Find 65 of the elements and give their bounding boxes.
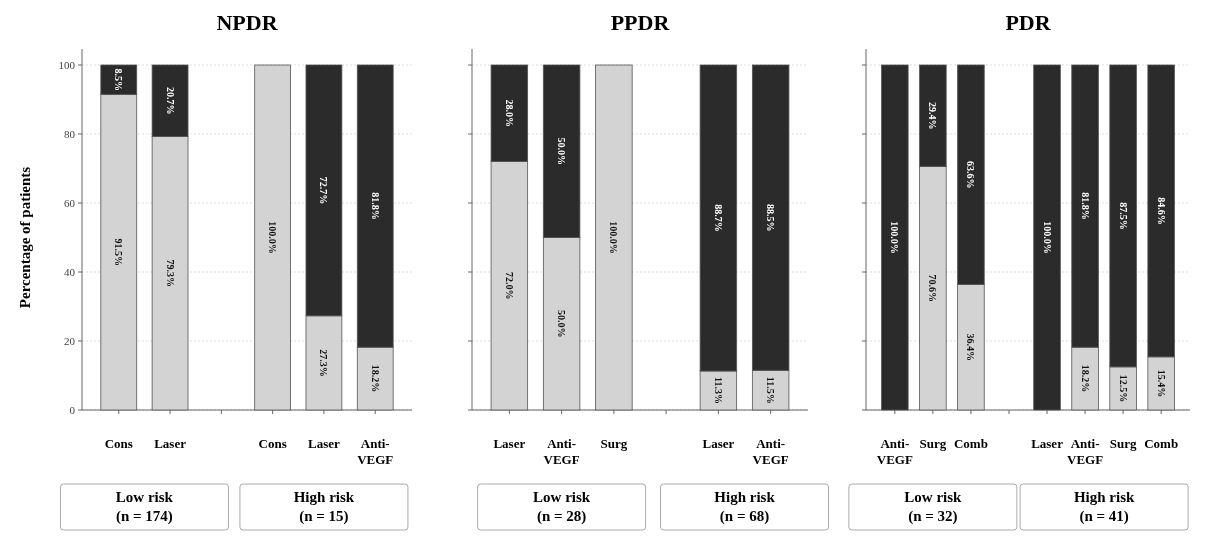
data-label: 50.0%: [556, 137, 568, 165]
data-label: 8.5%: [113, 68, 125, 91]
x-tick-label: Cons: [104, 436, 133, 451]
text: Low risk (n = 32): [904, 489, 963, 525]
x-tick-label: Anti-VEGF: [876, 436, 913, 467]
x-tick-label: Surg: [600, 436, 628, 451]
text: Low risk (n = 28): [533, 489, 591, 525]
data-label: 28.0%: [503, 99, 515, 128]
data-label: 72.7%: [318, 176, 330, 205]
x-tick-label: Comb: [953, 436, 988, 451]
data-label: 11.3%: [712, 377, 724, 404]
data-label: 18.2%: [1079, 364, 1091, 393]
data-label: 18.2%: [369, 364, 381, 393]
chart-title: NPDR: [216, 10, 279, 35]
y-tick-label: 20: [64, 335, 76, 347]
data-label: 20.7%: [164, 86, 176, 115]
x-tick-label: Laser: [702, 436, 735, 451]
y-tick-label: 60: [64, 197, 76, 209]
x-tick-label: Laser: [1031, 436, 1064, 451]
data-label: 81.8%: [1079, 192, 1091, 220]
data-label: 81.8%: [369, 192, 381, 220]
data-label: 79.3%: [164, 259, 176, 287]
y-tick-label: 100: [58, 59, 76, 71]
data-label: 29.4%: [927, 101, 939, 130]
chart-title: PPDR: [610, 10, 671, 35]
x-tick-label: Anti-VEGF: [752, 436, 789, 467]
data-label: 100.0%: [608, 221, 620, 254]
x-tick-label: Anti-VEGF: [1067, 436, 1104, 467]
bar: [1033, 64, 1061, 411]
text: Low risk (n = 174): [115, 489, 174, 525]
data-label: 91.5%: [113, 238, 125, 266]
text: High risk (n = 15): [293, 489, 355, 525]
x-tick-label: Anti-VEGF: [357, 436, 394, 467]
data-label: 12.5%: [1117, 374, 1129, 403]
data-label: 27.3%: [318, 349, 330, 377]
data-label: 11.5%: [765, 376, 777, 404]
x-tick-label: Surg: [1109, 436, 1137, 451]
text: High risk (n = 68): [714, 489, 776, 525]
data-label: 72.0%: [503, 272, 515, 300]
x-tick-label: Surg: [919, 436, 947, 451]
x-tick-label: Laser: [154, 436, 187, 451]
data-label: 100.0%: [267, 221, 279, 254]
data-label: 100.0%: [889, 221, 901, 254]
data-label: 50.0%: [556, 310, 568, 338]
x-tick-label: Comb: [1144, 436, 1179, 451]
y-tick-label: 80: [64, 128, 76, 140]
y-tick-label: 0: [69, 404, 76, 416]
x-tick-label: Laser: [308, 436, 341, 451]
bar: [881, 64, 909, 411]
x-tick-label: Anti-VEGF: [543, 436, 580, 467]
text: High risk (n = 41): [1073, 489, 1135, 525]
data-label: 84.6%: [1155, 197, 1167, 225]
data-label: 70.6%: [927, 274, 939, 302]
data-label: 100.0%: [1041, 221, 1053, 254]
data-label: 88.7%: [712, 204, 724, 232]
chart-title: PDR: [1005, 10, 1052, 35]
data-label: 36.4%: [965, 333, 977, 361]
y-tick-label: 40: [64, 266, 76, 278]
x-tick-label: Cons: [258, 436, 287, 451]
data-label: 88.5%: [765, 203, 777, 232]
data-label: 87.5%: [1117, 202, 1129, 230]
y-axis-title: Percentage of patients: [17, 166, 33, 309]
data-label: 63.6%: [965, 160, 977, 189]
data-label: 15.4%: [1155, 369, 1167, 398]
x-tick-label: Laser: [493, 436, 526, 451]
